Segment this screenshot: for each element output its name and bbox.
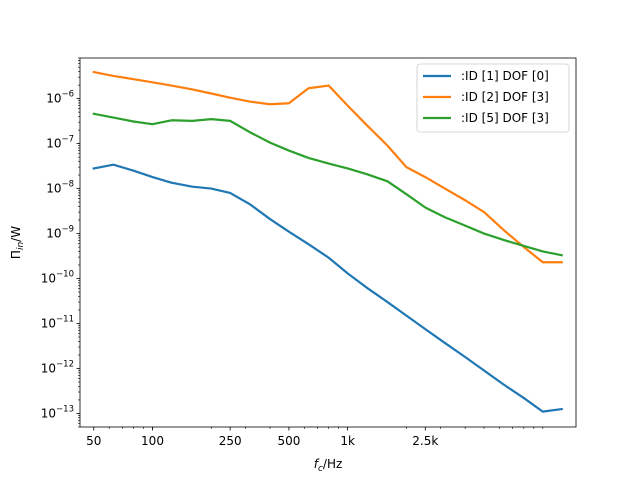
x-tick-label: 250 <box>219 434 242 448</box>
legend-label-3: :ID [5] DOF [3] <box>461 111 549 125</box>
series-line-2 <box>92 70 563 264</box>
y-axis-label-sub: in <box>16 242 26 251</box>
legend-label-1: :ID [1] DOF [0] <box>461 69 549 83</box>
x-axis-label-base: f <box>314 457 320 471</box>
series-layer <box>92 70 563 413</box>
legend: :ID [1] DOF [0] :ID [2] DOF [3] :ID [5] DO… <box>416 63 570 133</box>
y-tick-label: 10−11 <box>41 315 74 331</box>
x-tick-label: 100 <box>141 434 164 448</box>
x-axis-label-suffix: /Hz <box>323 457 342 471</box>
x-tick-label: 2.5k <box>412 434 438 448</box>
y-tick-label: 10−7 <box>46 135 74 151</box>
y-tick-label: 10−12 <box>41 359 74 375</box>
x-tick-label: 500 <box>277 434 300 448</box>
y-tick-label: 10−10 <box>41 270 74 286</box>
x-axis-label-sub: c <box>318 464 323 474</box>
y-tick-label: 10−6 <box>46 90 74 106</box>
series-line-3 <box>92 112 563 257</box>
y-tick-label: 10−13 <box>41 404 74 420</box>
x-tick-label: 1k <box>340 434 355 448</box>
series-line-1 <box>92 163 563 413</box>
x-tick-label: 50 <box>86 434 101 448</box>
x-axis-label: fc/Hz <box>314 457 343 474</box>
legend-box <box>416 63 570 133</box>
legend-label-2: :ID [2] DOF [3] <box>461 90 549 104</box>
y-axis-label: Πin/W <box>9 226 26 259</box>
plot-area-frame <box>79 57 577 428</box>
y-tick-label: 10−8 <box>46 180 74 196</box>
x-axis-ticks: 50 100 250 500 1k 2.5k <box>86 427 544 448</box>
y-axis-label-suffix: /W <box>9 226 23 242</box>
y-axis-label-base: Π <box>9 250 23 259</box>
y-axis-ticks: 10−13 10−12 10−11 10−10 10−9 10−8 10−7 10−6 <box>41 57 80 428</box>
y-tick-label: 10−9 <box>46 225 74 241</box>
